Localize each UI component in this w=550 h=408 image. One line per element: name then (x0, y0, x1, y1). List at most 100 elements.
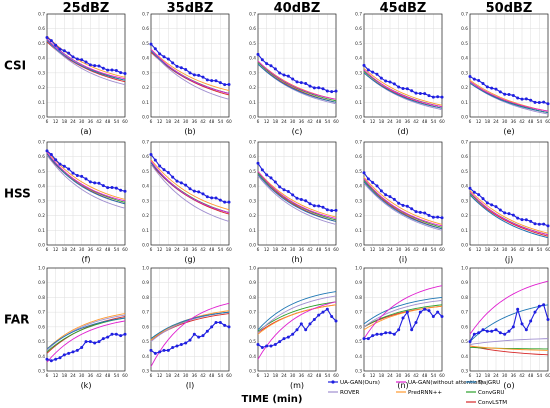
x-tick-label: 60 (226, 247, 232, 253)
y-tick-label: 1.0 (142, 266, 149, 272)
y-tick-label: 0.9 (249, 280, 256, 286)
data-point (260, 58, 264, 62)
y-tick-label: 0.3 (355, 70, 362, 76)
x-tick-label: 24 (174, 373, 180, 379)
data-point (80, 345, 84, 349)
data-point (158, 164, 162, 168)
x-tick-label: 48 (105, 119, 111, 125)
data-point (494, 328, 498, 332)
data-point (410, 328, 414, 332)
data-point (166, 348, 170, 352)
data-point (529, 319, 533, 323)
y-tick-label: 0.7 (355, 140, 362, 146)
data-point (520, 322, 524, 326)
x-tick-label: 30 (183, 373, 189, 379)
data-point (392, 332, 396, 336)
series-line (469, 194, 549, 237)
x-tick-label: 54 (537, 373, 543, 379)
y-tick-label: 0.0 (142, 243, 149, 249)
y-tick-label: 0.5 (355, 41, 362, 47)
x-tick-label: 42 (307, 119, 313, 125)
data-point (149, 42, 153, 46)
series-line (257, 63, 337, 103)
y-tick-label: 0.5 (249, 169, 256, 175)
x-tick-label: 60 (226, 119, 232, 125)
axes-frame (46, 13, 126, 118)
data-point (197, 190, 201, 194)
data-point (410, 207, 414, 211)
series-line (257, 301, 337, 332)
data-point (45, 357, 49, 361)
x-tick-label: 12 (476, 373, 482, 379)
data-point (321, 310, 325, 314)
data-point (472, 332, 476, 336)
series-line (363, 177, 443, 225)
x-tick-label: 6 (257, 119, 260, 125)
data-point (273, 180, 277, 184)
data-point (427, 213, 431, 217)
data-point (188, 71, 192, 75)
data-point (325, 208, 329, 212)
y-tick-label: 0.4 (249, 354, 256, 360)
series-line (363, 181, 443, 230)
data-point (481, 197, 485, 201)
data-point (119, 71, 123, 75)
data-point (205, 329, 209, 333)
x-tick-label: 36 (192, 373, 198, 379)
x-tick-label: 54 (114, 119, 120, 125)
y-tick-label: 0.4 (461, 56, 468, 62)
series-line (46, 40, 126, 81)
x-tick-label: 42 (96, 247, 102, 253)
data-point (477, 193, 481, 197)
y-tick-label: 0.5 (38, 339, 45, 345)
x-tick-label: 24 (70, 247, 76, 253)
data-point (265, 173, 269, 177)
data-point (171, 175, 175, 179)
data-point (184, 341, 188, 345)
data-point (291, 332, 295, 336)
data-point (67, 51, 71, 55)
x-tick-label: 36 (511, 119, 517, 125)
x-axis-label: TIME (min) (242, 394, 303, 405)
data-point (537, 222, 541, 226)
subplot-label: (c) (292, 127, 303, 136)
x-tick-label: 54 (218, 373, 224, 379)
data-point (295, 328, 299, 332)
subplot-label: (i) (399, 255, 407, 264)
x-tick-label: 48 (209, 373, 215, 379)
data-point (299, 81, 303, 85)
x-tick-label: 6 (363, 247, 366, 253)
data-point (223, 200, 227, 204)
x-tick-label: 12 (157, 247, 163, 253)
data-point (481, 328, 485, 332)
y-tick-label: 0.7 (461, 140, 468, 146)
legend-item: PredRNN++ (396, 390, 442, 396)
y-tick-label: 0.3 (249, 198, 256, 204)
data-point (312, 86, 316, 90)
y-tick-label: 0.7 (142, 310, 149, 316)
x-tick-label: 36 (299, 373, 305, 379)
subplot-label: (m) (290, 381, 304, 390)
series-line (363, 299, 443, 328)
x-tick-label: 6 (257, 373, 260, 379)
data-point (375, 72, 379, 76)
data-point (533, 222, 537, 226)
data-point (269, 344, 273, 348)
x-tick-label: 24 (387, 247, 393, 253)
data-point (201, 75, 205, 79)
data-point (490, 329, 494, 333)
data-point (308, 202, 312, 206)
series-line (363, 304, 443, 328)
data-point (366, 68, 370, 72)
x-tick-label: 60 (545, 247, 550, 253)
data-point (379, 76, 383, 80)
x-tick-label: 24 (387, 119, 393, 125)
x-tick-label: 54 (325, 119, 331, 125)
y-tick-label: 0.7 (142, 140, 149, 146)
data-point (119, 188, 123, 192)
data-point (468, 340, 472, 344)
y-tick-label: 0.5 (38, 41, 45, 47)
x-tick-label: 18 (166, 119, 172, 125)
y-tick-label: 0.1 (461, 228, 468, 234)
data-point (397, 328, 401, 332)
